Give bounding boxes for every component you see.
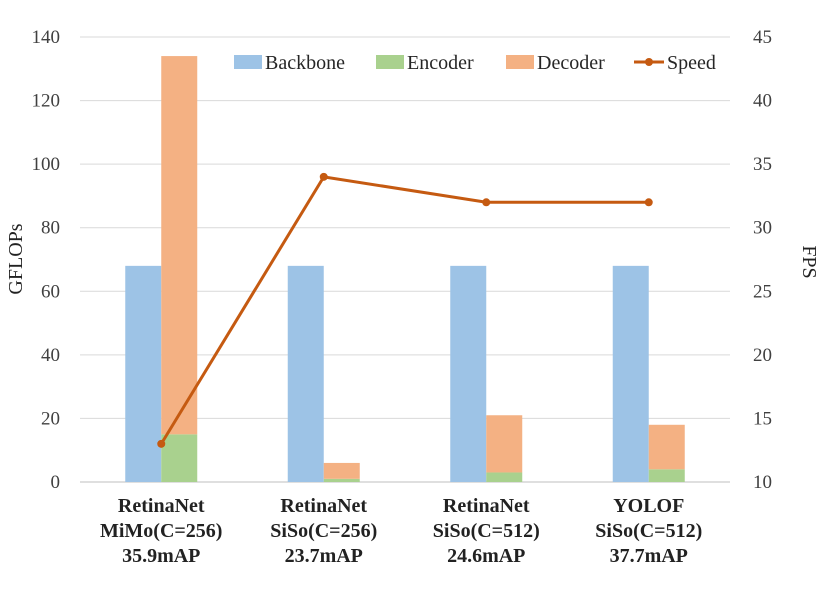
speed-line-group (157, 172, 653, 448)
bar-backbone-3 (450, 265, 487, 482)
bar-encoder-4 (648, 469, 685, 482)
legend-swatch-backbone (234, 55, 262, 69)
category-labels: RetinaNet MiMo(C=256) 35.9mAP RetinaNet SiSo… (100, 495, 702, 567)
legend-label-encoder: Encoder (407, 52, 474, 74)
bar-encoder-1 (161, 434, 198, 482)
right-tick-label: 35 (753, 154, 772, 175)
legend-swatch-encoder (376, 55, 404, 69)
category-label-line: 23.7mAP (285, 545, 363, 567)
y-axis-label-left: GFLOPs (5, 223, 27, 294)
y-axis-label-right: FPS (798, 245, 820, 278)
speed-point-3 (482, 198, 491, 207)
speed-point-4 (644, 198, 653, 207)
category-label-2: RetinaNet SiSo(C=256) 23.7mAP (270, 495, 377, 567)
bar-decoder-4 (648, 424, 685, 470)
category-label-line: RetinaNet (443, 495, 530, 517)
legend-label-speed: Speed (667, 52, 716, 74)
category-label-line: MiMo(C=256) (100, 520, 222, 542)
category-label-line: SiSo(C=512) (433, 520, 540, 542)
category-label-line: 35.9mAP (122, 545, 200, 567)
legend-swatch-decoder (506, 55, 534, 69)
bar-backbone-2 (287, 265, 324, 482)
left-axis-ticks: 0 20 40 60 80 100 120 140 (32, 27, 61, 493)
category-label-line: RetinaNet (280, 495, 367, 517)
right-tick-label: 15 (753, 408, 772, 429)
legend: Backbone Encoder Decoder Speed (234, 52, 716, 74)
bar-encoder-3 (486, 472, 523, 482)
category-label-line: 24.6mAP (447, 545, 525, 567)
right-tick-label: 20 (753, 345, 772, 366)
legend-marker-speed (645, 58, 653, 66)
right-tick-label: 40 (753, 91, 772, 112)
left-tick-label: 140 (32, 27, 61, 48)
bar-backbone-1 (125, 265, 162, 482)
left-tick-label: 60 (41, 281, 60, 302)
category-label-line: SiSo(C=512) (595, 520, 702, 542)
category-label-line: YOLOF (613, 495, 684, 517)
bar-decoder-1 (161, 56, 198, 435)
bar-decoder-3 (486, 415, 523, 473)
speed-point-1 (157, 439, 166, 448)
category-label-3: RetinaNet SiSo(C=512) 24.6mAP (433, 495, 540, 567)
category-label-line: 37.7mAP (610, 545, 688, 567)
right-tick-label: 30 (753, 218, 772, 239)
bar-group (125, 56, 685, 482)
left-tick-label: 20 (41, 408, 60, 429)
right-tick-label: 25 (753, 281, 772, 302)
bar-backbone-4 (612, 265, 649, 482)
left-tick-label: 100 (32, 154, 61, 175)
bar-decoder-2 (323, 462, 360, 479)
left-tick-label: 80 (41, 218, 60, 239)
right-axis-ticks: 10 15 20 25 30 35 40 45 (753, 27, 772, 493)
category-label-4: YOLOF SiSo(C=512) 37.7mAP (595, 495, 702, 567)
category-label-line: SiSo(C=256) (270, 520, 377, 542)
legend-label-decoder: Decoder (537, 52, 605, 74)
legend-label-backbone: Backbone (265, 52, 345, 74)
left-tick-label: 40 (41, 345, 60, 366)
category-label-1: RetinaNet MiMo(C=256) 35.9mAP (100, 495, 222, 567)
right-tick-label: 10 (753, 472, 772, 493)
bar-encoder-2 (323, 478, 360, 482)
category-label-line: RetinaNet (118, 495, 205, 517)
speed-line (159, 175, 649, 445)
left-tick-label: 120 (32, 91, 61, 112)
right-tick-label: 45 (753, 27, 772, 48)
speed-point-2 (319, 172, 328, 181)
left-tick-label: 0 (51, 472, 61, 493)
